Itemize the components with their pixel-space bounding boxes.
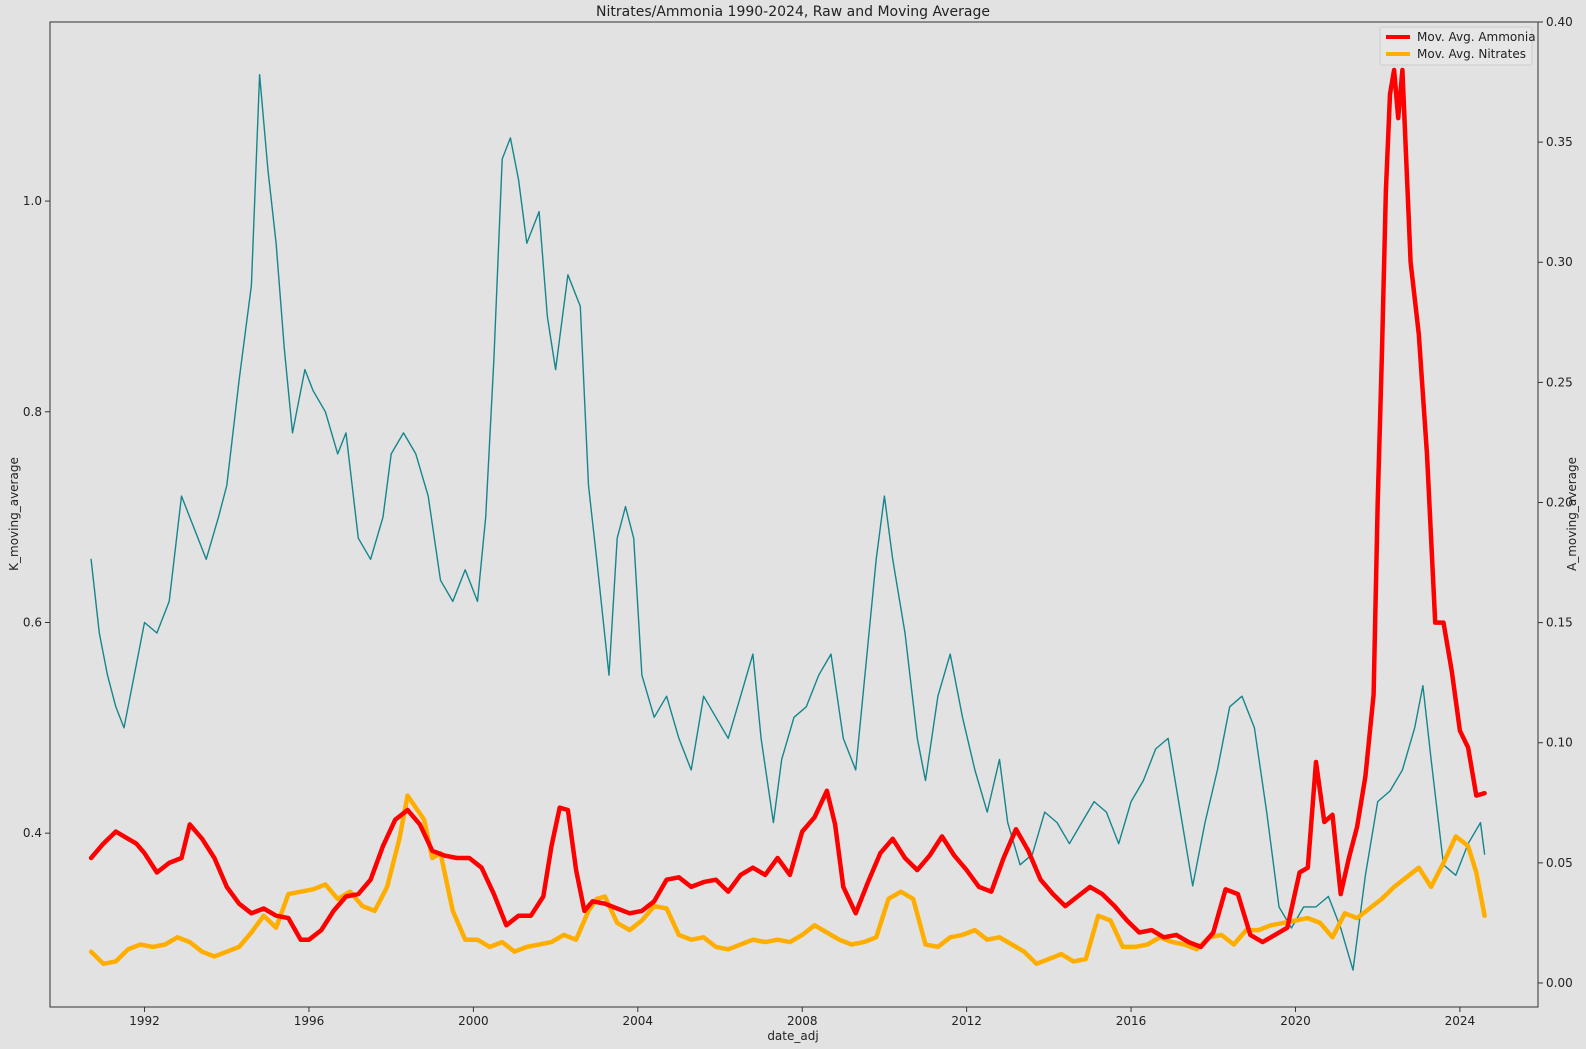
right-y-axis-ticks: 0.00 0.05 0.10 0.15 0.20 0.25 0.30 0.35 0.40 bbox=[1538, 15, 1573, 990]
x-axis-ticks: 1992 1996 2000 2004 2008 2012 2016 2020 2024 bbox=[129, 1007, 1475, 1028]
legend-box bbox=[1379, 26, 1533, 66]
left-y-tick-label: 0.8 bbox=[23, 405, 42, 419]
right-y-tick-label: 0.30 bbox=[1546, 255, 1573, 269]
right-y-tick-label: 0.20 bbox=[1546, 495, 1573, 509]
x-tick-label: 2012 bbox=[951, 1014, 982, 1028]
right-y-tick-label: 0.35 bbox=[1546, 135, 1573, 149]
right-y-axis-label: A_moving_average bbox=[1565, 457, 1579, 571]
chart-title: Nitrates/Ammonia 1990-2024, Raw and Movi… bbox=[596, 4, 990, 20]
right-y-tick-label: 0.05 bbox=[1546, 856, 1573, 870]
x-tick-label: 2000 bbox=[458, 1014, 489, 1028]
x-tick-label: 2016 bbox=[1116, 1014, 1147, 1028]
legend-label-ammonia: Mov. Avg. Ammonia bbox=[1417, 30, 1536, 44]
series-line-nitrates bbox=[88, 793, 1487, 967]
right-y-tick-label: 0.25 bbox=[1546, 375, 1573, 389]
left-y-tick-label: 0.6 bbox=[23, 615, 42, 629]
x-tick-label: 2024 bbox=[1445, 1014, 1476, 1028]
left-y-axis-ticks: 0.4 0.6 0.8 1.0 bbox=[23, 194, 50, 840]
legend-label-nitrates: Mov. Avg. Nitrates bbox=[1417, 47, 1526, 61]
series-layer bbox=[88, 67, 1487, 971]
x-tick-label: 2004 bbox=[623, 1014, 654, 1028]
series-line-k_raw bbox=[90, 73, 1486, 971]
left-y-tick-label: 0.4 bbox=[23, 826, 42, 840]
x-tick-label: 1992 bbox=[129, 1014, 160, 1028]
right-y-tick-label: 0.15 bbox=[1546, 616, 1573, 630]
right-y-tick-label: 0.40 bbox=[1546, 15, 1573, 29]
left-y-tick-label: 1.0 bbox=[23, 194, 42, 208]
left-y-axis-label: K_moving_average bbox=[7, 457, 21, 571]
series-line-ammonia bbox=[88, 67, 1487, 950]
x-axis-label: date_adj bbox=[767, 1029, 818, 1043]
right-y-tick-label: 0.00 bbox=[1546, 976, 1573, 990]
chart-legend: Mov. Avg. Ammonia Mov. Avg. Nitrates bbox=[1379, 26, 1536, 66]
right-y-tick-label: 0.10 bbox=[1546, 736, 1573, 750]
x-tick-label: 2020 bbox=[1280, 1014, 1311, 1028]
plot-area bbox=[49, 21, 1539, 1008]
x-tick-label: 2008 bbox=[787, 1014, 818, 1028]
x-tick-label: 1996 bbox=[294, 1014, 325, 1028]
